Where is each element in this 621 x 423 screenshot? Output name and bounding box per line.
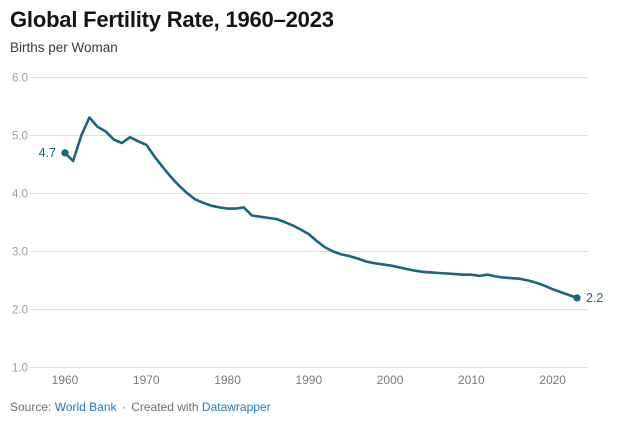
chart-title: Global Fertility Rate, 1960–2023 [10, 7, 334, 32]
x-axis-tick-label: 2020 [539, 373, 566, 387]
x-axis-tick-label: 1970 [133, 373, 160, 387]
y-axis-tick-label: 4.0 [12, 189, 28, 201]
x-axis-tick-label: 1960 [52, 373, 79, 387]
footer-separator: · [121, 400, 126, 414]
y-axis-tick-label: 1.0 [12, 363, 28, 375]
source-label: Source: [10, 400, 52, 414]
y-axis-tick-label: 5.0 [12, 131, 28, 143]
x-axis-tick-label: 1980 [214, 373, 241, 387]
x-axis-tick-label: 2010 [458, 373, 485, 387]
data-line [63, 116, 579, 300]
source-link[interactable]: World Bank [54, 400, 117, 414]
attribution-footer: Source: World Bank · Created with Datawr… [10, 400, 271, 414]
created-with-label: Created with [131, 400, 199, 414]
datawrapper-link[interactable]: Datawrapper [201, 400, 271, 414]
chart-subtitle: Births per Woman [10, 40, 118, 55]
last-value-label: 2.2 [586, 291, 603, 305]
first-value-label: 4.7 [39, 146, 56, 160]
x-axis-tick-label: 1990 [295, 373, 322, 387]
x-axis-tick-label: 2000 [377, 373, 404, 387]
last-data-point-dot [573, 294, 581, 302]
y-axis-tick-label: 6.0 [12, 73, 28, 85]
first-data-point-dot [61, 149, 69, 157]
y-axis-tick-label: 3.0 [12, 247, 28, 259]
y-axis-tick-label: 2.0 [12, 305, 28, 317]
